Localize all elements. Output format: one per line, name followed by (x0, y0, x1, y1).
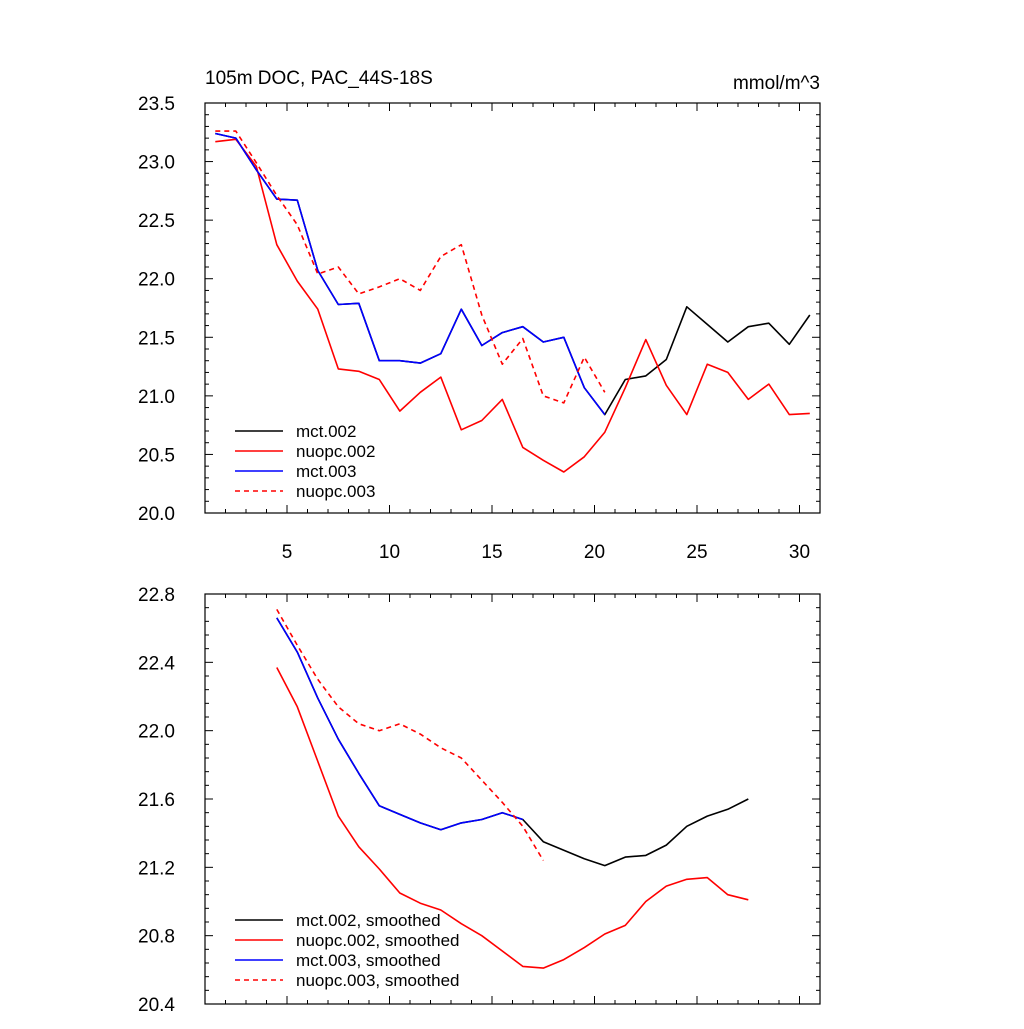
x-tick-label: 5 (282, 542, 293, 563)
legend-label: nuopc.003, smoothed (296, 971, 460, 990)
x-tick-label: 30 (789, 542, 810, 563)
series-line-nuopc-002-smoothed (276, 667, 749, 969)
y-tick-label: 22.8 (138, 585, 175, 606)
legend-label: mct.003 (296, 462, 356, 481)
legend-label: mct.002 (296, 422, 356, 441)
series-line-mct-003 (215, 132, 606, 416)
x-tick-label: 15 (481, 542, 502, 563)
y-tick-label: 23.0 (138, 153, 175, 174)
x-tick-label: 20 (584, 542, 605, 563)
chart-title: 105m DOC, PAC_44S-18S (205, 68, 433, 89)
series-line-mct-002-smoothed (276, 617, 749, 867)
legend-label: nuopc.003 (296, 482, 375, 501)
legend-label: nuopc.002 (296, 442, 375, 461)
y-tick-label: 22.5 (138, 211, 175, 232)
chart-units: mmol/m^3 (733, 73, 820, 94)
series-line-mct-003-smoothed (276, 617, 524, 831)
y-tick-label: 21.2 (138, 858, 175, 879)
x-tick-label: 25 (686, 542, 707, 563)
y-tick-label: 22.4 (138, 653, 175, 674)
y-tick-label: 22.0 (138, 722, 175, 743)
y-tick-label: 22.0 (138, 270, 175, 291)
y-tick-label: 21.0 (138, 387, 175, 408)
x-tick-label: 10 (379, 542, 400, 563)
y-tick-label: 20.4 (138, 995, 175, 1016)
bottom-panel: 20.4 20.8 21.2 21.6 22.0 22.4 22.8 mct.002, smo… (138, 585, 821, 1016)
legend-label: mct.002, smoothed (296, 911, 441, 930)
y-tick-label: 23.5 (138, 94, 175, 115)
top-panel: 5 10 15 20 25 30 20.0 20.5 21.0 21.5 22.0 22.5 23.0 2… (138, 68, 821, 563)
y-tick-label: 21.5 (138, 328, 175, 349)
series-line-nuopc-003-smoothed (276, 609, 544, 861)
legend-label: mct.003, smoothed (296, 951, 441, 970)
series-line-nuopc-002 (215, 138, 810, 473)
y-tick-label: 21.6 (138, 790, 175, 811)
y-tick-label: 20.0 (138, 504, 175, 525)
y-tick-label: 20.8 (138, 927, 175, 948)
series-line-nuopc-003 (215, 130, 606, 404)
series-line-mct-002 (215, 132, 811, 416)
y-tick-label: 20.5 (138, 445, 175, 466)
legend-label: nuopc.002, smoothed (296, 931, 460, 950)
